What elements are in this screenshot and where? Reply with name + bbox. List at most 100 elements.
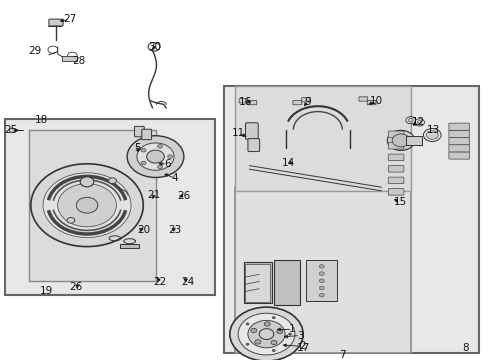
Circle shape <box>127 136 183 177</box>
Circle shape <box>229 307 303 360</box>
FancyBboxPatch shape <box>245 264 270 302</box>
FancyBboxPatch shape <box>245 123 258 139</box>
Text: 19: 19 <box>39 286 53 296</box>
Circle shape <box>157 144 162 148</box>
FancyBboxPatch shape <box>134 126 144 137</box>
FancyBboxPatch shape <box>387 154 403 161</box>
FancyBboxPatch shape <box>247 100 256 105</box>
FancyBboxPatch shape <box>49 19 63 26</box>
Text: 1: 1 <box>288 324 295 334</box>
FancyBboxPatch shape <box>292 100 301 105</box>
FancyBboxPatch shape <box>234 187 410 353</box>
Text: 26: 26 <box>177 191 190 201</box>
Text: 28: 28 <box>72 56 86 66</box>
Circle shape <box>157 165 162 169</box>
Circle shape <box>245 323 248 325</box>
FancyBboxPatch shape <box>5 119 215 295</box>
Circle shape <box>288 333 291 335</box>
Circle shape <box>146 150 164 163</box>
Circle shape <box>391 134 409 147</box>
Circle shape <box>31 164 143 247</box>
Text: 12: 12 <box>411 117 425 127</box>
Circle shape <box>141 148 146 152</box>
FancyBboxPatch shape <box>243 262 272 303</box>
Text: 21: 21 <box>147 190 161 200</box>
FancyBboxPatch shape <box>273 260 300 305</box>
Circle shape <box>247 320 285 348</box>
FancyBboxPatch shape <box>405 136 421 145</box>
Text: 17: 17 <box>296 343 309 354</box>
FancyBboxPatch shape <box>358 97 367 101</box>
Circle shape <box>141 161 146 165</box>
Text: 4: 4 <box>171 173 178 183</box>
FancyBboxPatch shape <box>448 145 468 152</box>
Text: 24: 24 <box>181 276 194 287</box>
Circle shape <box>259 329 273 339</box>
Circle shape <box>407 118 412 122</box>
Circle shape <box>272 350 275 352</box>
Text: 11: 11 <box>231 128 244 138</box>
Circle shape <box>319 293 324 297</box>
Circle shape <box>319 286 324 290</box>
Circle shape <box>276 329 282 334</box>
Text: 8: 8 <box>461 343 468 354</box>
Text: 22: 22 <box>152 276 166 287</box>
Circle shape <box>270 340 276 345</box>
FancyBboxPatch shape <box>387 189 403 195</box>
Text: 30: 30 <box>148 42 161 52</box>
FancyBboxPatch shape <box>234 86 410 191</box>
FancyBboxPatch shape <box>29 130 156 281</box>
FancyBboxPatch shape <box>142 129 151 140</box>
Circle shape <box>108 178 116 184</box>
FancyBboxPatch shape <box>247 139 259 152</box>
Circle shape <box>167 155 172 158</box>
Text: 29: 29 <box>28 46 42 56</box>
Circle shape <box>80 177 94 187</box>
FancyBboxPatch shape <box>387 166 403 172</box>
FancyBboxPatch shape <box>224 86 478 353</box>
Circle shape <box>254 340 260 344</box>
Circle shape <box>416 121 421 124</box>
Circle shape <box>58 184 116 227</box>
Text: 5: 5 <box>134 143 141 153</box>
FancyBboxPatch shape <box>448 130 468 138</box>
Circle shape <box>76 197 98 213</box>
Text: 6: 6 <box>163 159 170 169</box>
Text: 14: 14 <box>281 158 294 168</box>
FancyBboxPatch shape <box>120 244 139 248</box>
Circle shape <box>386 130 414 150</box>
Circle shape <box>272 316 275 319</box>
Circle shape <box>238 313 294 355</box>
FancyBboxPatch shape <box>387 131 403 138</box>
Circle shape <box>137 143 174 170</box>
FancyBboxPatch shape <box>301 98 310 102</box>
Text: 26: 26 <box>69 282 83 292</box>
FancyBboxPatch shape <box>448 123 468 130</box>
Circle shape <box>319 279 324 283</box>
FancyBboxPatch shape <box>387 177 403 184</box>
Text: 10: 10 <box>369 96 382 106</box>
Text: 16: 16 <box>238 96 252 107</box>
FancyBboxPatch shape <box>366 100 375 105</box>
Circle shape <box>250 328 256 333</box>
Circle shape <box>245 343 248 345</box>
Circle shape <box>319 265 324 268</box>
Text: 25: 25 <box>4 125 18 135</box>
Text: 3: 3 <box>296 330 303 341</box>
Circle shape <box>319 272 324 275</box>
Text: 2: 2 <box>298 341 305 351</box>
Text: 9: 9 <box>304 96 310 107</box>
FancyBboxPatch shape <box>305 260 337 301</box>
Text: 23: 23 <box>168 225 182 235</box>
Text: 27: 27 <box>62 14 76 24</box>
Circle shape <box>9 128 15 132</box>
Text: 15: 15 <box>392 197 406 207</box>
Circle shape <box>426 131 437 139</box>
Circle shape <box>67 217 75 223</box>
Text: 13: 13 <box>426 125 439 135</box>
Text: 20: 20 <box>138 225 150 235</box>
FancyBboxPatch shape <box>448 138 468 145</box>
FancyBboxPatch shape <box>239 99 247 103</box>
FancyBboxPatch shape <box>62 56 77 61</box>
Circle shape <box>264 322 269 326</box>
